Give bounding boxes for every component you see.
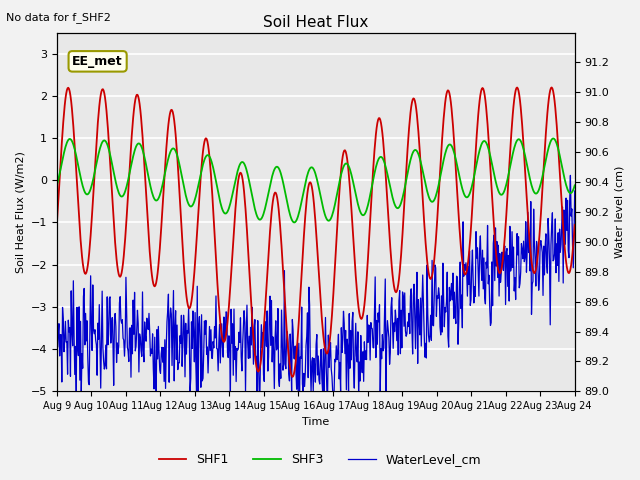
WaterLevel_cm: [394, 352, 402, 358]
X-axis label: Time: Time: [302, 417, 330, 427]
SHF3: [571, 182, 579, 188]
Text: No data for f_SHF2: No data for f_SHF2: [6, 12, 111, 23]
Text: EE_met: EE_met: [72, 55, 123, 68]
Legend: SHF1, SHF3, WaterLevel_cm: SHF1, SHF3, WaterLevel_cm: [154, 448, 486, 471]
WaterLevel_cm: [566, 172, 574, 178]
SHF1: [289, 374, 296, 380]
SHF3: [394, 205, 402, 211]
SHF1: [116, 274, 124, 279]
SHF3: [116, 192, 124, 197]
WaterLevel_cm: [380, 348, 387, 354]
SHF3: [291, 219, 298, 225]
SHF1: [380, 138, 387, 144]
WaterLevel_cm: [196, 335, 204, 341]
WaterLevel_cm: [169, 326, 177, 332]
Y-axis label: Water level (cm): Water level (cm): [615, 166, 625, 258]
SHF1: [196, 192, 204, 198]
SHF1: [394, 282, 402, 288]
WaterLevel_cm: [62, 339, 70, 345]
SHF1: [53, 222, 61, 228]
SHF3: [62, 142, 70, 148]
SHF3: [53, 183, 61, 189]
Y-axis label: Soil Heat Flux (W/m2): Soil Heat Flux (W/m2): [15, 151, 25, 273]
Line: SHF1: SHF1: [57, 87, 575, 377]
WaterLevel_cm: [571, 188, 579, 194]
SHF1: [62, 91, 70, 97]
Line: SHF3: SHF3: [57, 138, 575, 222]
Title: Soil Heat Flux: Soil Heat Flux: [263, 15, 369, 30]
SHF1: [168, 107, 176, 113]
WaterLevel_cm: [116, 294, 124, 300]
SHF3: [549, 135, 557, 141]
SHF3: [168, 146, 176, 152]
SHF3: [196, 177, 204, 183]
Line: WaterLevel_cm: WaterLevel_cm: [57, 175, 575, 391]
SHF3: [380, 156, 387, 162]
SHF1: [548, 84, 556, 90]
SHF1: [571, 222, 579, 228]
WaterLevel_cm: [53, 286, 61, 292]
WaterLevel_cm: [72, 388, 80, 394]
